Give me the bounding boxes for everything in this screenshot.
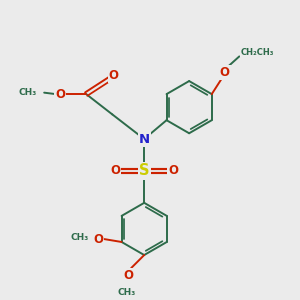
Text: O: O [123,269,133,282]
Text: CH₂CH₃: CH₂CH₃ [241,48,274,57]
Text: CH₃: CH₃ [118,288,136,297]
Text: O: O [110,164,120,177]
Text: CH₃: CH₃ [19,88,37,97]
Text: O: O [109,69,119,82]
Text: O: O [168,164,178,177]
Text: O: O [93,232,103,246]
Text: O: O [55,88,65,100]
Text: S: S [139,164,149,178]
Text: CH₃: CH₃ [70,233,89,242]
Text: N: N [139,133,150,146]
Text: O: O [220,66,230,79]
